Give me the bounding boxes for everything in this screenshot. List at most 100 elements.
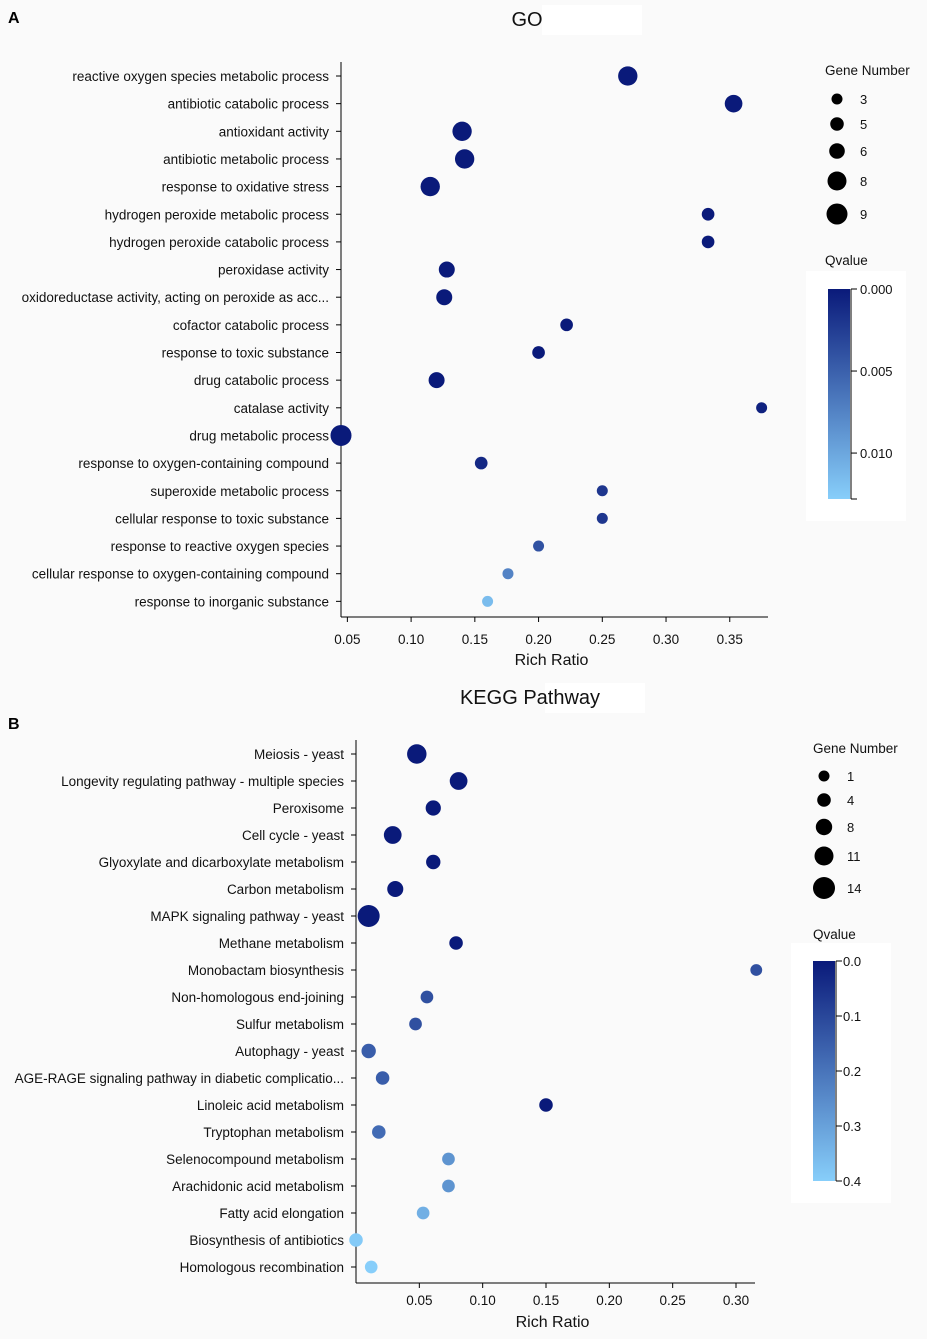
- go-size-legend-title: Gene Number: [825, 63, 910, 78]
- go-category-label: drug catabolic process: [194, 373, 329, 388]
- go-category-label: antibiotic metabolic process: [163, 152, 329, 167]
- go-x-tick-label: 0.20: [525, 632, 551, 647]
- kegg-category-label: Tryptophan metabolism: [203, 1125, 344, 1140]
- kegg-size-legend-label: 1: [847, 769, 854, 784]
- kegg-color-legend-box: [791, 943, 891, 1203]
- go-category-label: antioxidant activity: [219, 124, 330, 139]
- go-category-label: reactive oxygen species metabolic proces…: [72, 69, 329, 84]
- go-data-point[interactable]: [596, 512, 608, 524]
- kegg-data-point[interactable]: [375, 1071, 390, 1085]
- go-size-legend-dot: [827, 171, 847, 191]
- kegg-category-label: Glyoxylate and dicarboxylate metabolism: [99, 855, 344, 870]
- kegg-category-label: Sulfur metabolism: [236, 1017, 344, 1032]
- go-chart-title: GO: [511, 9, 542, 31]
- kegg-color-scale-tick-label: 0.1: [843, 1009, 861, 1024]
- go-category-label: response to reactive oxygen species: [111, 539, 330, 554]
- panel-label-b: B: [8, 716, 20, 733]
- kegg-data-point[interactable]: [750, 964, 763, 976]
- kegg-data-point[interactable]: [361, 1043, 376, 1059]
- go-x-tick-label: 0.10: [398, 632, 424, 647]
- kegg-x-tick-label: 0.20: [596, 1293, 622, 1308]
- go-data-point[interactable]: [436, 289, 453, 306]
- panel-label-a: A: [8, 10, 20, 27]
- go-data-point[interactable]: [420, 176, 440, 197]
- kegg-color-scale-bar: [813, 961, 835, 1181]
- go-data-point[interactable]: [454, 149, 475, 169]
- kegg-data-point[interactable]: [426, 854, 441, 870]
- kegg-size-legend-dot: [815, 818, 833, 836]
- go-data-point[interactable]: [724, 94, 743, 113]
- go-category-label: response to toxic substance: [162, 346, 329, 361]
- kegg-category-label: Peroxisome: [273, 801, 344, 816]
- go-data-point[interactable]: [533, 540, 545, 552]
- go-data-point[interactable]: [560, 318, 573, 332]
- kegg-x-axis-label: Rich Ratio: [516, 1314, 590, 1331]
- go-category-label: hydrogen peroxide catabolic process: [109, 235, 329, 250]
- go-category-label: cellular response to toxic substance: [115, 511, 329, 526]
- kegg-size-legend-dot: [813, 877, 835, 899]
- go-data-point[interactable]: [502, 568, 514, 580]
- kegg-data-point[interactable]: [372, 1125, 386, 1139]
- kegg-data-point[interactable]: [449, 936, 463, 950]
- go-size-legend-dot: [831, 93, 843, 105]
- go-size-legend-label: 6: [860, 144, 867, 159]
- kegg-category-label: Longevity regulating pathway - multiple …: [61, 774, 344, 789]
- kegg-data-point[interactable]: [539, 1098, 553, 1112]
- go-category-label: peroxidase activity: [218, 263, 329, 278]
- kegg-data-point[interactable]: [364, 1260, 378, 1274]
- go-category-label: catalase activity: [234, 401, 330, 416]
- go-category-label: drug metabolic process: [189, 428, 329, 443]
- kegg-data-point[interactable]: [442, 1152, 455, 1166]
- kegg-color-scale-tick-label: 0.2: [843, 1064, 861, 1079]
- kegg-data-point[interactable]: [420, 990, 434, 1004]
- kegg-x-tick-label: 0.30: [723, 1293, 749, 1308]
- go-size-legend-label: 5: [860, 117, 867, 132]
- kegg-data-point[interactable]: [449, 772, 468, 790]
- kegg-data-point[interactable]: [357, 905, 380, 927]
- kegg-size-legend-label: 14: [847, 881, 861, 896]
- go-category-label: antibiotic catabolic process: [168, 97, 330, 112]
- go-data-point[interactable]: [474, 456, 488, 470]
- go-category-label: response to oxidative stress: [162, 180, 330, 195]
- go-data-point[interactable]: [596, 485, 608, 497]
- kegg-category-label: AGE-RAGE signaling pathway in diabetic c…: [15, 1071, 344, 1086]
- kegg-data-point[interactable]: [349, 1233, 363, 1247]
- kegg-data-point[interactable]: [425, 800, 441, 816]
- go-size-legend-dot: [826, 203, 848, 225]
- go-x-tick-label: 0.30: [653, 632, 679, 647]
- kegg-data-point[interactable]: [409, 1017, 422, 1031]
- kegg-data-point[interactable]: [383, 826, 402, 844]
- go-data-point[interactable]: [756, 402, 768, 414]
- go-data-point[interactable]: [330, 424, 352, 446]
- go-title-box: [542, 5, 642, 35]
- go-data-point[interactable]: [701, 235, 715, 249]
- kegg-x-tick-label: 0.15: [533, 1293, 559, 1308]
- kegg-category-label: Autophagy - yeast: [235, 1044, 344, 1059]
- go-x-axis-label: Rich Ratio: [515, 652, 589, 669]
- kegg-data-point[interactable]: [416, 1206, 430, 1220]
- go-color-scale-tick-label: 0.010: [860, 446, 893, 461]
- go-data-point[interactable]: [701, 207, 715, 221]
- go-data-point[interactable]: [482, 595, 494, 607]
- kegg-size-legend-label: 11: [847, 849, 861, 864]
- kegg-data-point[interactable]: [407, 744, 427, 764]
- go-data-point[interactable]: [618, 66, 638, 86]
- kegg-x-tick-label: 0.05: [406, 1293, 432, 1308]
- go-chart: GO reactive oxygen species metabolic proc…: [22, 5, 910, 669]
- go-size-legend-label: 8: [860, 174, 867, 189]
- go-data-point[interactable]: [438, 261, 455, 278]
- go-x-tick-label: 0.25: [589, 632, 615, 647]
- kegg-data-point[interactable]: [387, 880, 404, 898]
- kegg-size-legend-dot: [818, 770, 830, 782]
- kegg-size-legend-dot: [817, 793, 831, 807]
- go-data-point[interactable]: [532, 346, 545, 359]
- kegg-category-label: Meiosis - yeast: [254, 747, 344, 762]
- kegg-data-point[interactable]: [442, 1179, 455, 1193]
- kegg-category-label: Monobactam biosynthesis: [188, 963, 344, 978]
- kegg-color-scale-tick-label: 0.4: [843, 1174, 861, 1189]
- go-data-point[interactable]: [428, 372, 445, 389]
- go-category-label: response to oxygen-containing compound: [78, 456, 329, 471]
- go-data-point[interactable]: [452, 121, 472, 141]
- go-category-label: cellular response to oxygen-containing c…: [32, 567, 329, 582]
